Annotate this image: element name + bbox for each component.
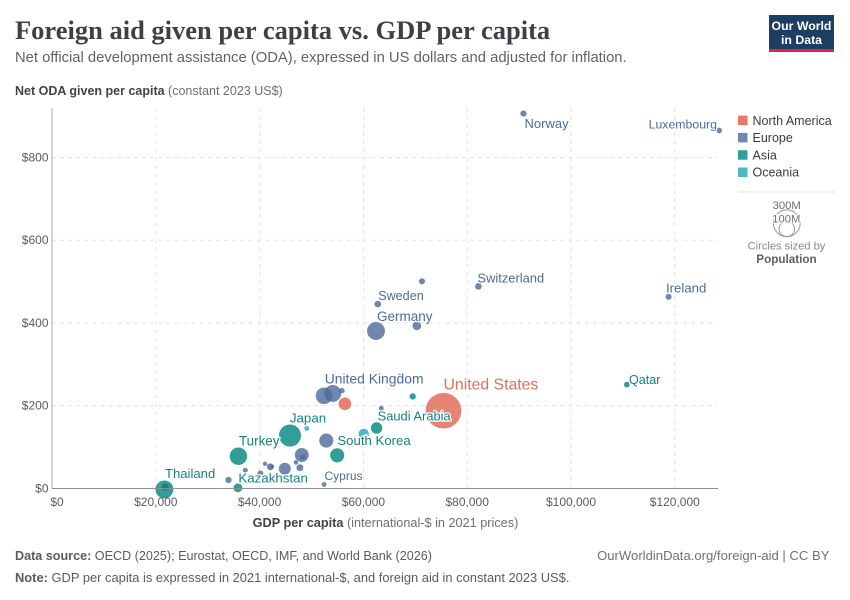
svg-text:$800: $800 <box>22 151 49 165</box>
svg-text:Saudi Arabia: Saudi Arabia <box>378 408 452 423</box>
svg-text:Thailand: Thailand <box>165 466 215 481</box>
svg-text:$0: $0 <box>50 495 64 509</box>
svg-text:Kazakhstan: Kazakhstan <box>238 470 307 485</box>
svg-text:Norway: Norway <box>525 116 570 131</box>
svg-text:$60,000: $60,000 <box>342 495 386 509</box>
svg-text:Oceania: Oceania <box>753 166 800 180</box>
svg-text:Qatar: Qatar <box>629 373 661 387</box>
svg-text:South Korea: South Korea <box>337 433 411 448</box>
svg-text:$400: $400 <box>22 316 49 330</box>
svg-text:United States: United States <box>444 377 539 394</box>
svg-text:Turkey: Turkey <box>239 433 280 448</box>
svg-text:Europe: Europe <box>753 131 793 145</box>
svg-text:Cyprus: Cyprus <box>325 469 363 483</box>
svg-text:$80,000: $80,000 <box>446 495 490 509</box>
svg-text:$600: $600 <box>22 233 49 247</box>
svg-text:Luxembourg: Luxembourg <box>649 117 718 131</box>
svg-text:300M: 300M <box>773 200 801 212</box>
svg-text:Switzerland: Switzerland <box>478 270 545 285</box>
svg-text:$40,000: $40,000 <box>238 495 282 509</box>
svg-text:Asia: Asia <box>753 148 777 162</box>
svg-text:$20,000: $20,000 <box>134 495 178 509</box>
svg-text:Germany: Germany <box>377 309 433 324</box>
svg-text:Circles sized by: Circles sized by <box>748 241 826 253</box>
svg-text:$100,000: $100,000 <box>546 495 596 509</box>
svg-text:North America: North America <box>753 114 832 128</box>
svg-text:$0: $0 <box>35 482 49 496</box>
svg-text:$200: $200 <box>22 399 49 413</box>
svg-text:100M: 100M <box>772 214 800 226</box>
svg-text:Japan: Japan <box>290 410 326 425</box>
svg-text:Ireland: Ireland <box>666 280 706 295</box>
svg-text:Sweden: Sweden <box>378 289 424 303</box>
svg-text:$120,000: $120,000 <box>650 495 700 509</box>
svg-text:United Kingdom: United Kingdom <box>325 370 424 386</box>
svg-text:GDP per capita (international-: GDP per capita (international-$ in 2021 … <box>253 516 519 530</box>
svg-text:Population: Population <box>756 253 816 266</box>
